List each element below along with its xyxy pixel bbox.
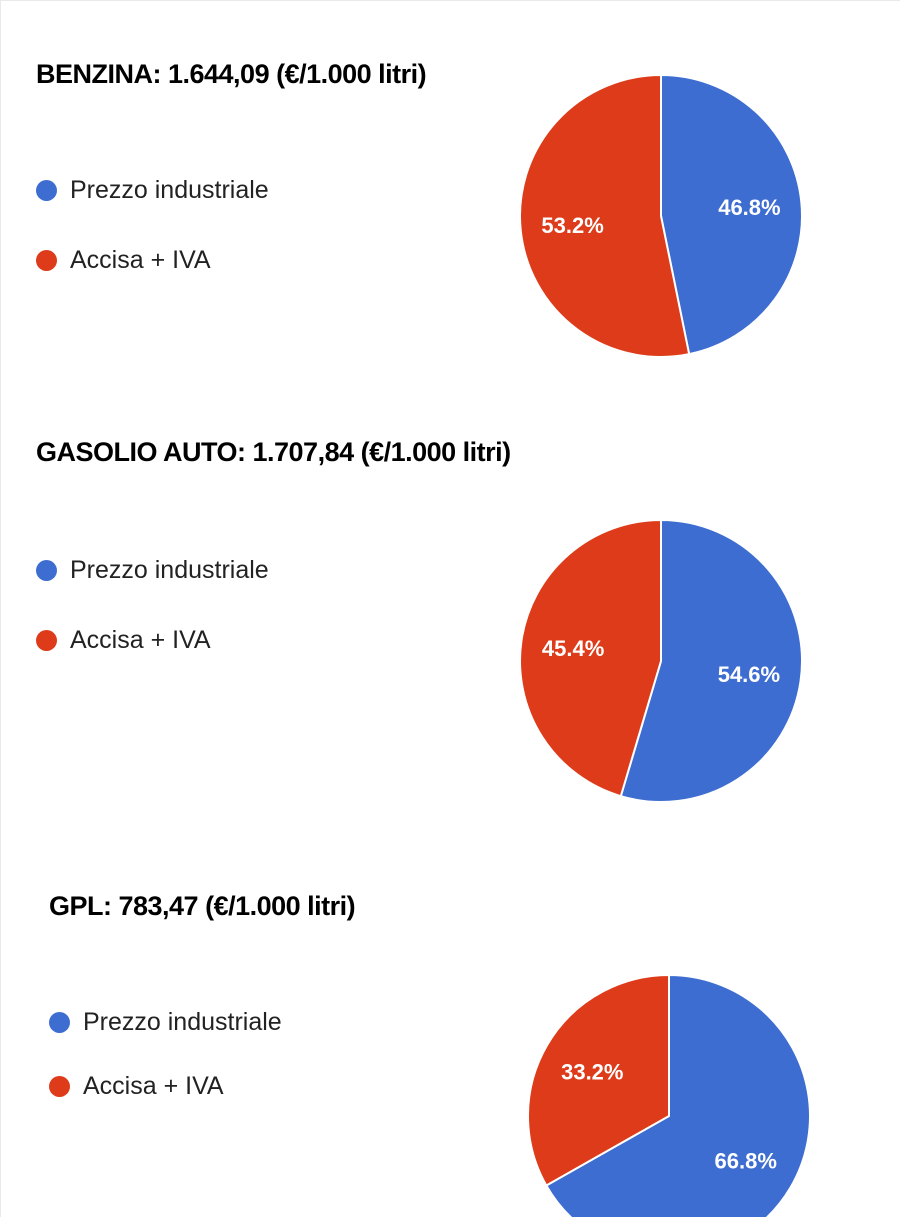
- pie-slice-accisa-iva: [527, 974, 670, 1187]
- legend-color-dot: [49, 1011, 70, 1033]
- legend-color-dot: [49, 1075, 70, 1097]
- legend-item-prezzo-industriale: Prezzo industriale: [36, 171, 269, 209]
- chart-legend-gpl: Prezzo industriale Accisa + IVA: [49, 1003, 282, 1131]
- pie-chart-gasolio-auto: 54.6% 45.4%: [519, 519, 803, 803]
- chart-title-gpl: GPL: 783,47 (€/1.000 litri): [49, 891, 356, 921]
- legend-color-dot: [36, 559, 57, 581]
- pie-slice-value-label: 33.2%: [561, 1059, 623, 1084]
- pie-slice-value-label: 53.2%: [541, 213, 603, 238]
- pie-slice-prezzo-industriale: [660, 74, 803, 356]
- legend-item-prezzo-industriale: Prezzo industriale: [36, 551, 269, 589]
- legend-item-accisa-iva: Accisa + IVA: [49, 1067, 282, 1105]
- legend-color-dot: [36, 629, 57, 651]
- pie-slice-accisa-iva: [519, 519, 662, 798]
- legend-label: Prezzo industriale: [83, 1007, 282, 1036]
- pie-slice-value-label: 46.8%: [718, 195, 780, 220]
- legend-color-dot: [36, 249, 57, 271]
- pie-chart-benzina: 46.8% 53.2%: [519, 74, 803, 358]
- legend-item-accisa-iva: Accisa + IVA: [36, 621, 269, 659]
- legend-label: Prezzo industriale: [70, 175, 269, 204]
- legend-label: Accisa + IVA: [83, 1071, 224, 1100]
- pie-slice-prezzo-industriale: [619, 519, 803, 803]
- pie-slice-value-label: 45.4%: [542, 636, 604, 661]
- legend-label: Accisa + IVA: [70, 245, 211, 274]
- pie-slice-value-label: 66.8%: [715, 1149, 777, 1174]
- pie-slice-prezzo-industriale: [545, 974, 811, 1217]
- chart-title-benzina: BENZINA: 1.644,09 (€/1.000 litri): [36, 59, 427, 89]
- legend-color-dot: [36, 179, 57, 201]
- chart-title-gasolio-auto: GASOLIO AUTO: 1.707,84 (€/1.000 litri): [36, 437, 511, 467]
- legend-item-accisa-iva: Accisa + IVA: [36, 241, 269, 279]
- chart-legend-gasolio-auto: Prezzo industriale Accisa + IVA: [36, 551, 269, 691]
- legend-item-prezzo-industriale: Prezzo industriale: [49, 1003, 282, 1041]
- pie-chart-gpl: 66.8% 33.2%: [527, 974, 811, 1217]
- pie-slice-value-label: 54.6%: [718, 662, 780, 687]
- legend-label: Accisa + IVA: [70, 625, 211, 654]
- legend-label: Prezzo industriale: [70, 555, 269, 584]
- pie-slice-accisa-iva: [519, 74, 691, 358]
- chart-legend-benzina: Prezzo industriale Accisa + IVA: [36, 171, 269, 311]
